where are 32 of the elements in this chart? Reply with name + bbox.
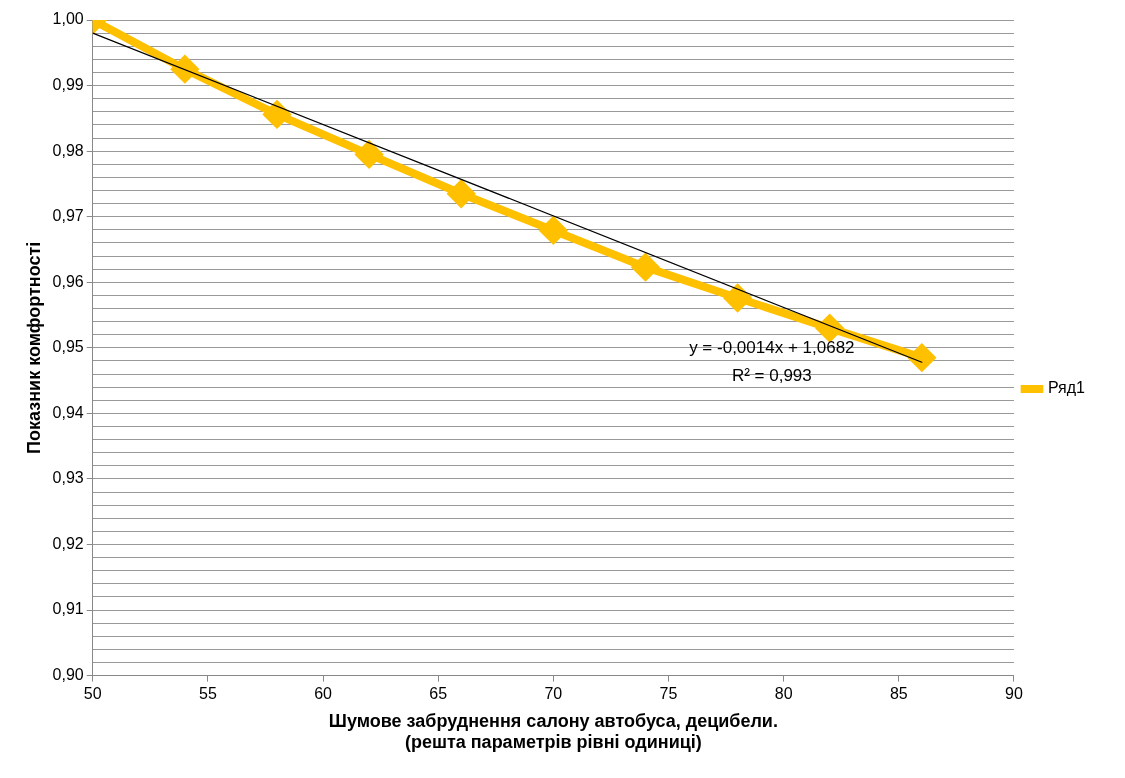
y-tick-label: 0,98 — [52, 141, 84, 159]
point — [540, 217, 567, 244]
y-tick-label: 0,94 — [52, 403, 84, 421]
y-tick-label: 0,99 — [52, 75, 84, 93]
x-tick-label: 85 — [889, 684, 908, 702]
x-tick-label: 55 — [198, 684, 217, 702]
point — [448, 180, 475, 207]
point — [356, 141, 383, 168]
point — [632, 254, 659, 281]
annotation: y = -0,0014x + 1,0682 — [689, 337, 855, 357]
y-axis-title: Показник комфортності — [23, 241, 44, 454]
y-tick-label: 0,97 — [52, 207, 84, 225]
x-tick-label: 75 — [659, 684, 678, 702]
point — [908, 344, 935, 371]
y-tick-label: 0,95 — [52, 338, 84, 356]
annotation: R² = 0,993 — [731, 365, 812, 385]
legend-label: Ряд1 — [1047, 379, 1086, 397]
x-axis-title: Шумове забруднення салону автобуса, децибели. (решта параметрів рівні одиниці) — [328, 710, 778, 753]
y-tick-label: 0,93 — [52, 469, 84, 487]
y-tick-label: 0,92 — [52, 534, 84, 552]
x-tick-label: 80 — [774, 684, 793, 702]
x-tick-label: 70 — [544, 684, 563, 702]
y-tick-label: 0,91 — [52, 600, 84, 618]
x-tick-label: 60 — [314, 684, 333, 702]
point — [724, 284, 751, 311]
x-tick-label: 50 — [83, 684, 102, 702]
y-tick-label: 0,90 — [52, 666, 84, 684]
x-tick-label: 65 — [429, 684, 448, 702]
y-tick-label: 1,00 — [52, 10, 84, 28]
x-tick-label: 90 — [1005, 684, 1023, 702]
y-tick-label: 0,96 — [52, 272, 84, 290]
point — [263, 101, 290, 128]
